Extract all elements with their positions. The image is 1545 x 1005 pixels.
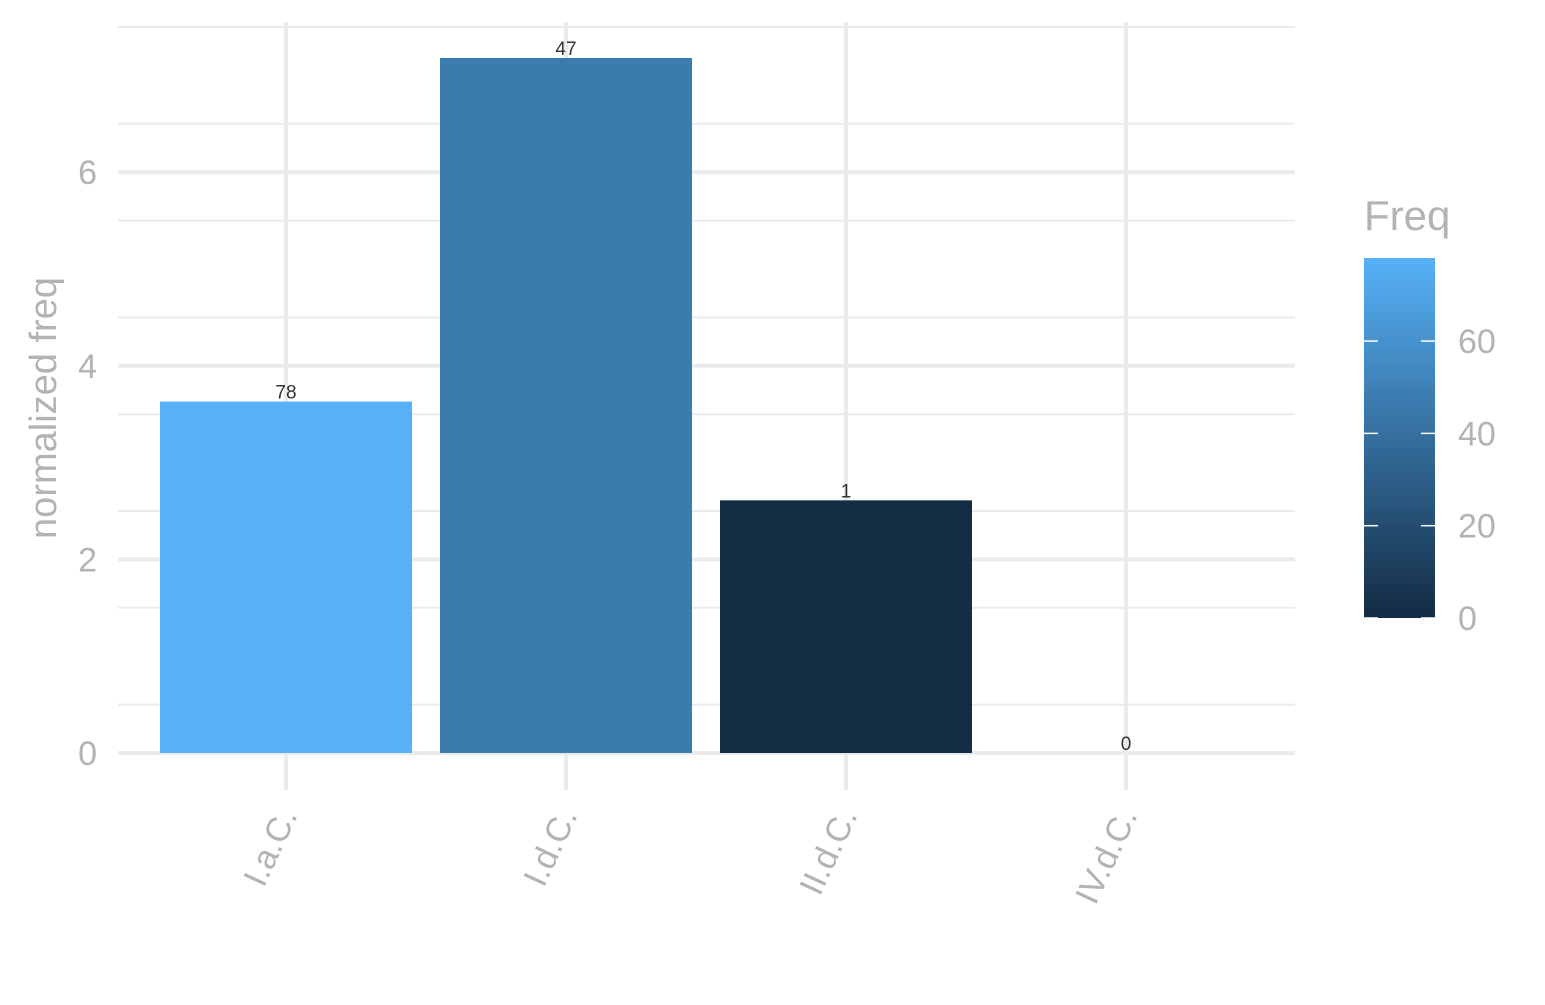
data-label: 78 xyxy=(275,383,296,404)
data-label: 1 xyxy=(841,481,852,502)
x-tick-label: II.d.C. xyxy=(792,802,865,900)
x-axis-ticks: I.a.C. I.d.C. II.d.C. IV.d.C. xyxy=(236,802,1145,909)
bar xyxy=(720,500,972,753)
data-label: 0 xyxy=(1121,734,1132,755)
bars xyxy=(160,57,972,753)
y-tick-label: 4 xyxy=(78,348,97,386)
y-tick-label: 0 xyxy=(78,735,97,773)
colorbar-tick-label: 20 xyxy=(1458,508,1496,546)
colorbar-tick-label: 60 xyxy=(1458,323,1496,361)
colorbar-tick-label: 0 xyxy=(1458,600,1477,638)
y-axis-ticks: 0 2 4 6 xyxy=(78,154,97,773)
bar xyxy=(440,57,692,753)
x-tick-label: I.a.C. xyxy=(236,802,305,892)
y-axis-label: normalized freq xyxy=(23,277,65,539)
data-label: 47 xyxy=(555,39,576,60)
colorbar-tick-label: 40 xyxy=(1458,415,1496,453)
y-tick-label: 2 xyxy=(78,541,97,579)
y-tick-label: 6 xyxy=(78,154,97,192)
legend-title: Freq xyxy=(1364,192,1450,239)
colorbar xyxy=(1364,258,1435,618)
data-labels: 78 47 1 0 xyxy=(275,39,1131,755)
bar xyxy=(160,401,412,753)
x-tick-label: IV.d.C. xyxy=(1068,802,1145,909)
legend: Freq 0 20 40 60 xyxy=(1364,192,1496,638)
x-tick-label: I.d.C. xyxy=(516,802,585,892)
